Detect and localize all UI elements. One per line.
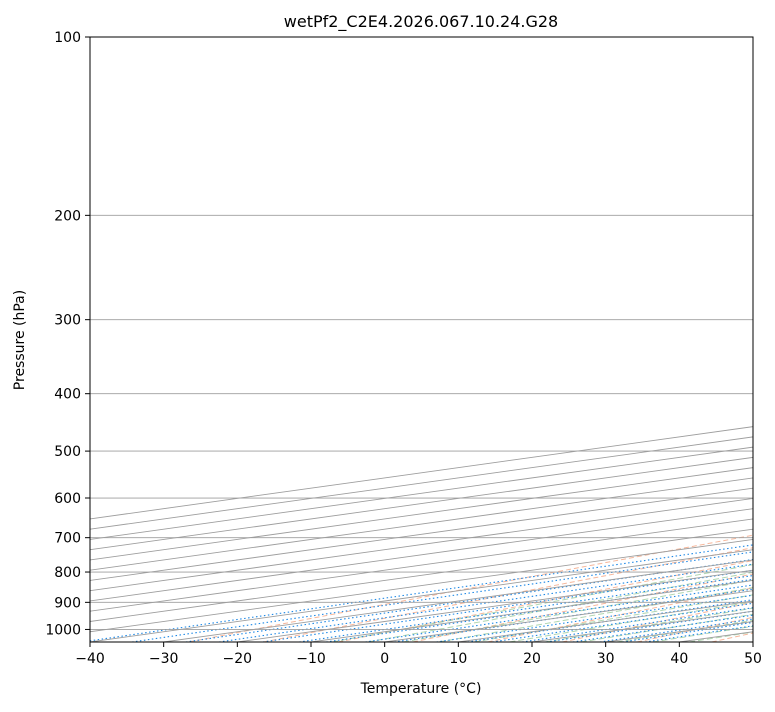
isotherm-line — [0, 37, 775, 642]
isotherm-line — [0, 37, 775, 642]
moist-adiabat-line — [368, 37, 775, 642]
y-axis: 100 200 300 400 500 600 700 800 900 1000 — [45, 30, 90, 638]
moist-adiabat-line — [403, 37, 775, 642]
isotherm-line — [0, 37, 775, 642]
y-tick-label: 700 — [54, 531, 81, 547]
plot-frame — [90, 37, 753, 642]
y-tick-label: 600 — [54, 491, 81, 507]
moist-adiabat-line — [689, 37, 775, 642]
isotherm-line — [0, 37, 775, 642]
dry-adiabat-line — [637, 37, 775, 642]
x-tick-label: −20 — [223, 651, 253, 667]
x-tick-label: −40 — [75, 651, 105, 667]
isotherm-line — [90, 37, 775, 642]
y-tick-label: 100 — [54, 30, 81, 46]
mixing-ratio-line — [82, 449, 775, 643]
y-tick-label: 800 — [54, 565, 81, 581]
x-tick-label: 30 — [597, 651, 615, 667]
y-axis-label: Pressure (hPa) — [12, 290, 28, 390]
x-axis-label: Temperature (°C) — [360, 681, 482, 697]
x-tick-label: 20 — [523, 651, 541, 667]
y-tick-label: 1000 — [45, 622, 81, 638]
x-tick-label: 40 — [670, 651, 688, 667]
mixing-ratio-line — [394, 449, 775, 643]
isotherm-line — [311, 37, 775, 642]
x-tick-label: 50 — [744, 651, 762, 667]
moist-adiabat-line — [617, 37, 775, 642]
x-tick-label: −10 — [296, 651, 326, 667]
y-tick-label: 300 — [54, 313, 81, 329]
x-tick-label: 0 — [380, 651, 389, 667]
isotherm-line — [0, 37, 775, 642]
x-axis: −40 −30 −20 −10 0 10 20 30 40 50 — [75, 642, 762, 667]
dry-adiabat-line — [488, 37, 775, 642]
isotherm-line — [385, 37, 775, 642]
isotherm-line — [0, 37, 775, 642]
moist-adiabat-line — [581, 37, 775, 642]
dry-adiabat-line — [338, 37, 775, 642]
y-tick-label: 200 — [54, 208, 81, 224]
isotherm-line — [679, 37, 775, 642]
mixing-ratio-line — [132, 449, 775, 643]
isotherm-line — [0, 37, 775, 642]
isotherm-line — [753, 37, 775, 642]
mixing-ratio-line — [468, 449, 775, 643]
isotherm-line — [0, 37, 775, 642]
isotherm-line — [237, 37, 775, 642]
dry-adiabat-line — [189, 37, 775, 642]
x-tick-label: 10 — [449, 651, 467, 667]
isotherm-line — [458, 37, 775, 642]
y-tick-label: 400 — [54, 387, 81, 403]
x-tick-label: −30 — [149, 651, 179, 667]
chart-title: wetPf2_C2E4.2026.067.10.24.G28 — [284, 12, 558, 32]
isotherm-line — [164, 37, 775, 642]
y-tick-label: 500 — [54, 444, 81, 460]
isotherm-line — [0, 37, 775, 642]
isotherm-line — [0, 37, 775, 642]
isotherm-line — [16, 37, 775, 642]
isotherm-line — [606, 37, 775, 642]
background-lines — [0, 37, 775, 642]
moist-adiabat-line — [439, 37, 775, 642]
y-tick-label: 900 — [54, 595, 81, 611]
mixing-ratio-line — [326, 449, 775, 643]
isotherm-line — [0, 37, 775, 642]
